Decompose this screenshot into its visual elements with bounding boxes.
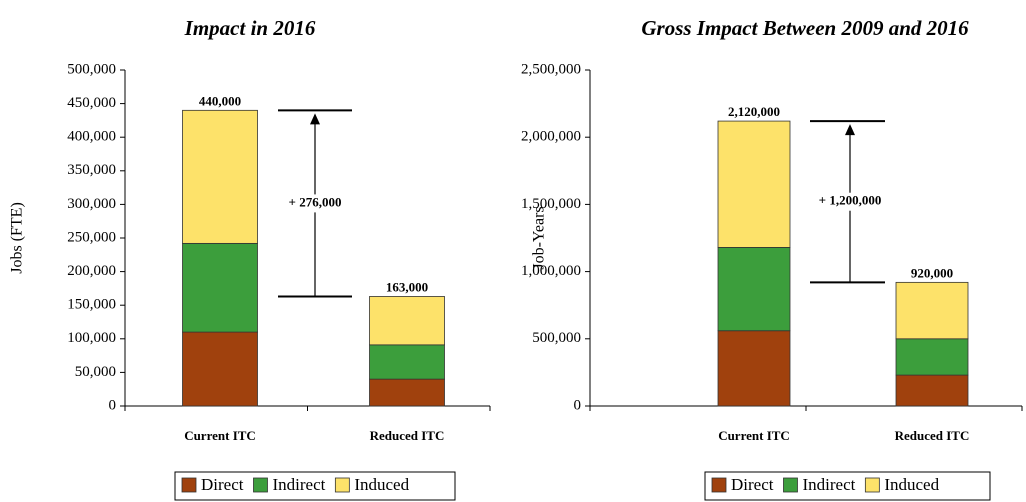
arrow-head bbox=[310, 113, 320, 125]
legend-swatch bbox=[783, 477, 798, 493]
bar-segment bbox=[895, 338, 969, 376]
y-tick-label: 100,000 bbox=[67, 330, 116, 346]
total-label: 440,000 bbox=[199, 93, 241, 108]
legend-swatch bbox=[711, 477, 727, 493]
legend-label: Direct bbox=[201, 475, 244, 494]
y-axis-label: Jobs (FTE) bbox=[9, 202, 26, 274]
x-tick-label: Current ITC bbox=[184, 428, 256, 443]
y-tick-label: 450,000 bbox=[67, 95, 116, 111]
y-tick-label: 350,000 bbox=[67, 162, 116, 178]
y-tick-label: 200,000 bbox=[67, 263, 116, 279]
annotation-bg bbox=[808, 192, 892, 211]
legend-label: Induced bbox=[884, 475, 939, 494]
legend-box bbox=[704, 471, 991, 501]
y-tick-label: 250,000 bbox=[67, 229, 116, 245]
chart-title: Gross Impact Between 2009 and 2016 bbox=[641, 16, 969, 40]
legend-label: Indirect bbox=[802, 475, 855, 494]
bar-segment bbox=[895, 374, 969, 407]
bar-segment bbox=[369, 296, 445, 346]
arrow-head bbox=[845, 124, 855, 136]
y-tick-label: 500,000 bbox=[67, 61, 116, 77]
legend-swatch bbox=[181, 477, 197, 493]
y-tick-label: 300,000 bbox=[67, 196, 116, 212]
legend-label: Direct bbox=[731, 475, 774, 494]
total-label: 163,000 bbox=[386, 279, 428, 294]
y-tick-label: 2,500,000 bbox=[521, 61, 581, 77]
annotation: + 1,200,000 bbox=[819, 193, 882, 208]
y-tick-label: 0 bbox=[574, 397, 582, 413]
legend-label: Indirect bbox=[272, 475, 325, 494]
x-tick-label: Reduced ITC bbox=[370, 428, 445, 443]
total-label: 920,000 bbox=[911, 265, 953, 280]
bar-segment bbox=[369, 344, 445, 380]
bar-segment bbox=[717, 247, 791, 332]
x-tick-label: Reduced ITC bbox=[895, 428, 970, 443]
y-tick-label: 1,500,000 bbox=[521, 196, 581, 212]
x-tick-label: Current ITC bbox=[718, 428, 790, 443]
bar-segment bbox=[895, 281, 969, 340]
legend-swatch bbox=[334, 477, 350, 493]
bar-segment bbox=[717, 330, 791, 407]
y-tick-label: 0 bbox=[109, 397, 117, 413]
annotation: + 276,000 bbox=[289, 194, 342, 209]
y-tick-label: 500,000 bbox=[532, 330, 581, 346]
bar-segment bbox=[369, 378, 445, 407]
legend-swatch bbox=[253, 477, 268, 493]
chart-title: Impact in 2016 bbox=[184, 16, 316, 40]
total-label: 2,120,000 bbox=[728, 104, 780, 119]
y-tick-label: 1,000,000 bbox=[521, 263, 581, 279]
legend-swatch bbox=[864, 477, 880, 493]
legend-box bbox=[174, 471, 456, 501]
bar-segment bbox=[182, 109, 258, 244]
y-tick-label: 400,000 bbox=[67, 129, 116, 145]
y-tick-label: 2,000,000 bbox=[521, 129, 581, 145]
y-tick-label: 150,000 bbox=[67, 297, 116, 313]
bar-segment bbox=[717, 120, 791, 248]
y-axis-label: Job-Years bbox=[531, 206, 548, 269]
bar-segment bbox=[182, 242, 258, 333]
y-tick-label: 50,000 bbox=[75, 364, 116, 380]
bar-segment bbox=[182, 331, 258, 407]
legend-label: Induced bbox=[354, 475, 409, 494]
annotation-bg bbox=[273, 194, 357, 213]
